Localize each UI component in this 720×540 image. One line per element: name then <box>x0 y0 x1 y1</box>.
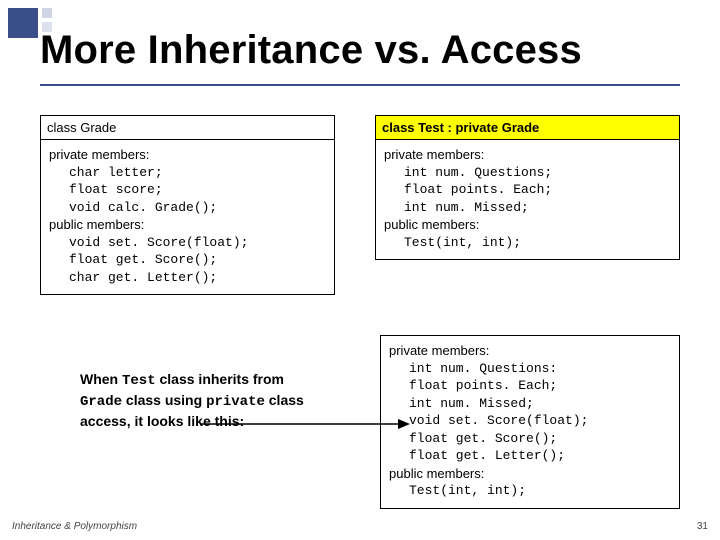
grade-class-box: class Grade private members: char letter… <box>40 115 335 295</box>
slide: More Inheritance vs. Access class Grade … <box>0 0 720 540</box>
text: class inherits from <box>156 371 284 387</box>
result-class-box: private members: int num. Questions: flo… <box>380 335 680 509</box>
code-inline: Grade <box>80 394 122 410</box>
code-line: float points. Each; <box>384 181 671 199</box>
deco-square-small <box>42 8 52 18</box>
slide-title: More Inheritance vs. Access <box>40 28 582 73</box>
code-line: char get. Letter(); <box>49 269 326 287</box>
page-number: 31 <box>697 521 708 532</box>
text: class using <box>122 392 206 408</box>
section-label: private members: <box>49 146 326 164</box>
right-column: class Test : private Grade private membe… <box>375 116 680 295</box>
code-line: float points. Each; <box>389 377 671 395</box>
section-label: public members: <box>389 465 671 483</box>
section-label: public members: <box>384 216 671 234</box>
code-line: float get. Score(); <box>389 430 671 448</box>
test-class-body: private members: int num. Questions; flo… <box>376 140 679 259</box>
arrow-icon <box>200 414 410 434</box>
section-label: public members: <box>49 216 326 234</box>
left-column: class Grade private members: char letter… <box>40 116 335 295</box>
code-line: Test(int, int); <box>384 234 671 252</box>
code-line: void set. Score(float); <box>389 412 671 430</box>
text: When <box>80 371 122 387</box>
code-line: float score; <box>49 181 326 199</box>
grade-class-header: class Grade <box>40 115 335 140</box>
section-label: private members: <box>384 146 671 164</box>
footer-text: Inheritance & Polymorphism <box>12 521 137 532</box>
columns: class Grade private members: char letter… <box>40 116 680 295</box>
code-inline: private <box>206 394 265 410</box>
test-class-header: class Test : private Grade <box>375 115 680 140</box>
test-class-box: class Test : private Grade private membe… <box>375 115 680 260</box>
code-line: char letter; <box>49 164 326 182</box>
code-line: int num. Missed; <box>389 395 671 413</box>
code-line: Test(int, int); <box>389 482 671 500</box>
code-line: int num. Questions; <box>384 164 671 182</box>
title-underline <box>40 84 680 86</box>
code-line: void set. Score(float); <box>49 234 326 252</box>
code-line: float get. Letter(); <box>389 447 671 465</box>
section-label: private members: <box>389 342 671 360</box>
code-line: int num. Missed; <box>384 199 671 217</box>
deco-square-large <box>8 8 38 38</box>
code-line: void calc. Grade(); <box>49 199 326 217</box>
code-line: float get. Score(); <box>49 251 326 269</box>
grade-class-body: private members: char letter; float scor… <box>41 140 334 294</box>
code-line: int num. Questions: <box>389 360 671 378</box>
code-inline: Test <box>122 373 156 389</box>
result-box-wrap: private members: int num. Questions: flo… <box>380 335 680 509</box>
